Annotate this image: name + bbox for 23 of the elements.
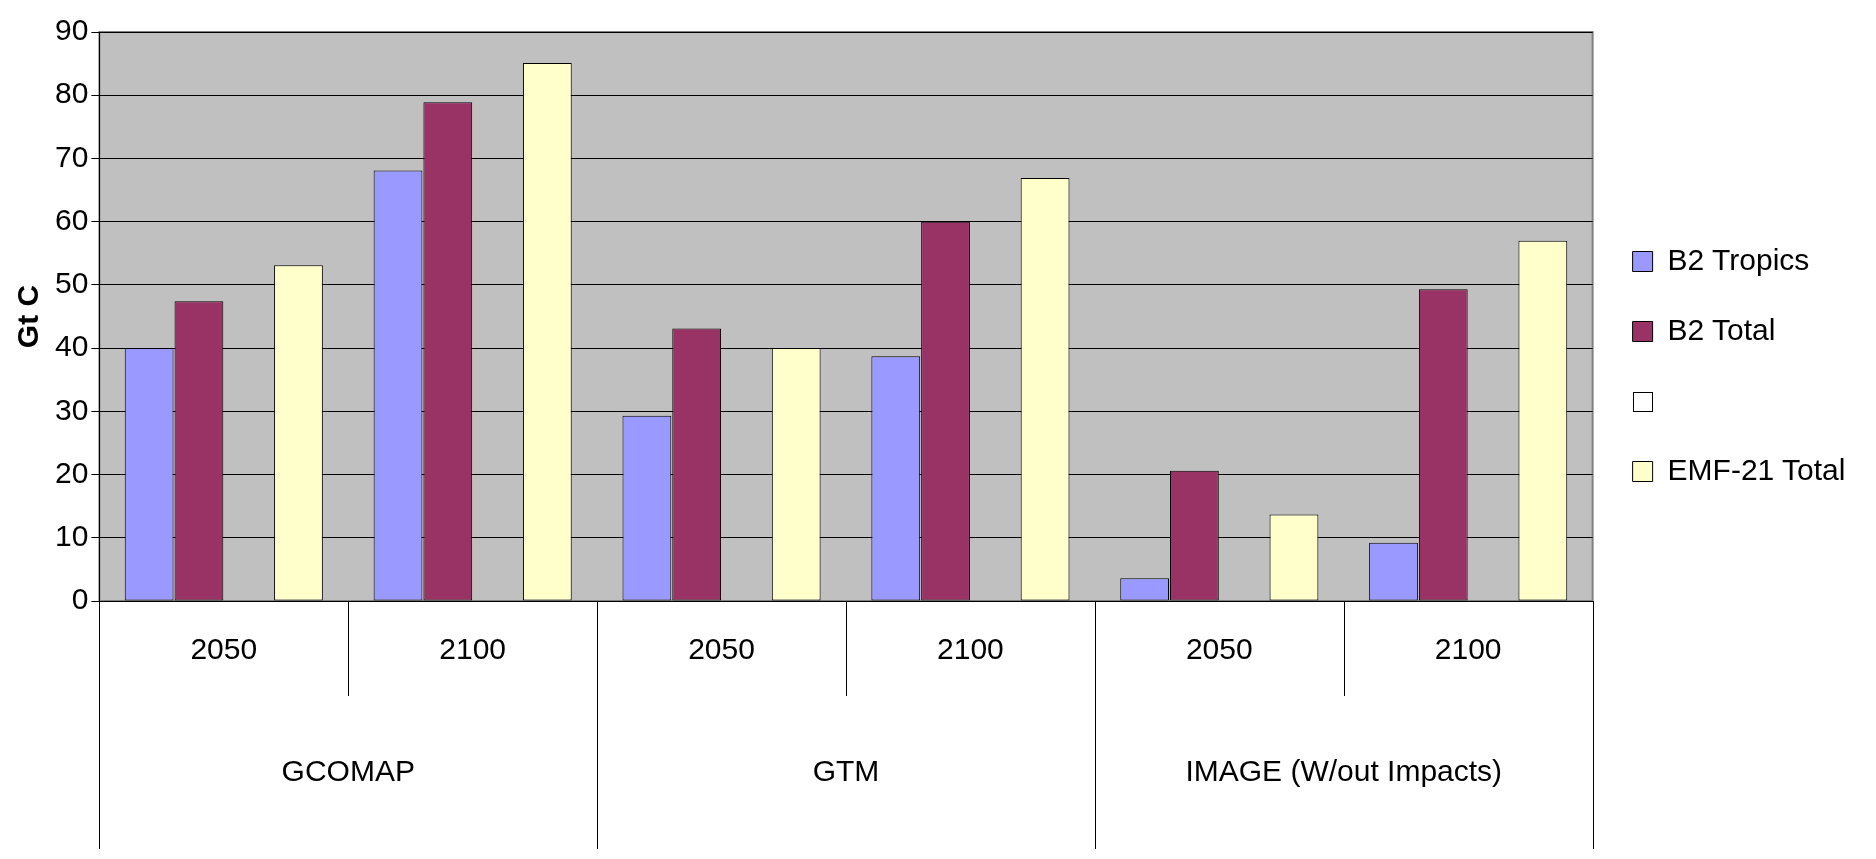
- y-tick-label: 70: [54, 139, 89, 173]
- y-tick-label: 80: [54, 76, 89, 110]
- y-tick-label: 60: [54, 202, 89, 236]
- y-tick-label: 50: [54, 266, 89, 300]
- x-tick-label: 2050: [688, 632, 755, 666]
- y-tick-label: 90: [54, 13, 89, 47]
- y-tick-label: 20: [54, 455, 89, 489]
- text: IMAGE (W/out Impacts): [1185, 753, 1503, 787]
- y-tick-label: 40: [54, 329, 89, 363]
- y-axis-title: Gt C: [11, 284, 45, 349]
- text: GTM: [812, 753, 880, 787]
- x-tick-label: 2050: [190, 632, 258, 666]
- legend-label: B2 Total: [1667, 312, 1776, 346]
- legend-label: B2 Tropics: [1667, 242, 1810, 276]
- text: GCOMAP: [281, 753, 415, 787]
- legend-label: EMF-21 Total: [1667, 452, 1846, 486]
- y-tick-label: 0: [71, 582, 89, 616]
- y-tick-label: 30: [54, 392, 89, 426]
- x-tick-label: 2050: [1185, 632, 1253, 666]
- x-tick-label: 2100: [937, 632, 1004, 666]
- x-tick-label: 2100: [1434, 632, 1502, 666]
- y-tick-label: 10: [54, 519, 89, 553]
- x-tick-label: 2100: [439, 632, 507, 666]
